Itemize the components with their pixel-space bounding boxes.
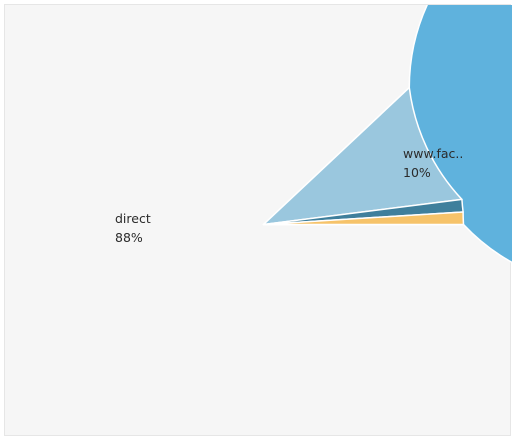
slice-label-direct: direct — [115, 211, 151, 226]
pie-slice-other-2[interactable] — [262, 211, 465, 226]
pie-slices — [262, 5, 512, 264]
slice-percent-www.facebook: 10% — [403, 165, 431, 180]
pie-chart: direct 88% www.fac.. 10% — [115, 5, 512, 264]
slice-percent-direct: 88% — [115, 230, 143, 245]
pie-slice-www.facebook[interactable] — [262, 86, 463, 226]
chart-panel: direct 88% www.fac.. 10% — [4, 4, 512, 436]
slice-label-www.facebook: www.fac.. — [403, 146, 463, 161]
pie-labels: direct 88% www.fac.. 10% — [115, 146, 463, 245]
